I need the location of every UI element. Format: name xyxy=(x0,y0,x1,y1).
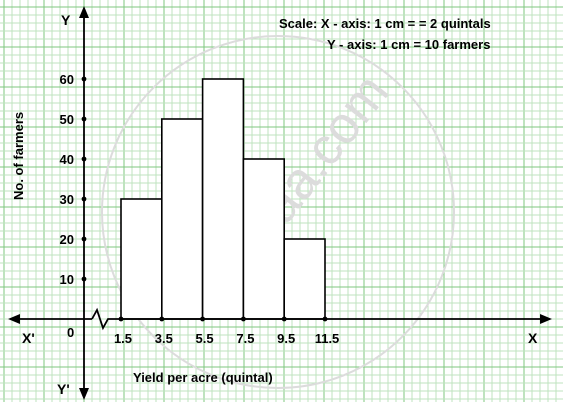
x-axis-arrow-right xyxy=(540,314,552,324)
ticks: 10 20 30 40 50 60 1.5 3.5 5.5 7.5 9.5 11.5 xyxy=(60,72,340,346)
y-tick-label: 10 xyxy=(60,272,74,287)
y-tick-label: 50 xyxy=(60,112,74,127)
x-tick-label: 1.5 xyxy=(114,331,132,346)
origin-label: 0 xyxy=(67,325,74,340)
x-axis-label-negative: X' xyxy=(22,330,35,346)
y-axis-title: No. of farmers xyxy=(11,112,26,200)
histogram-bar xyxy=(283,238,326,320)
histogram-bar xyxy=(161,118,204,320)
axes xyxy=(8,6,552,400)
x-tick-label: 3.5 xyxy=(155,331,173,346)
bars xyxy=(120,78,326,320)
y-tick-dot xyxy=(81,276,87,282)
y-tick-label: 20 xyxy=(60,232,74,247)
axis-kink xyxy=(91,307,110,331)
x-tick-dot xyxy=(118,316,124,322)
y-axis-arrow-down xyxy=(79,388,89,400)
y-tick-label: 30 xyxy=(60,192,74,207)
histogram-bar xyxy=(120,198,163,320)
x-tick-label: 7.5 xyxy=(236,331,254,346)
y-axis-arrow-up xyxy=(79,6,89,18)
histogram-bar xyxy=(201,78,245,320)
histogram-bar xyxy=(242,158,285,320)
y-tick-dot xyxy=(81,236,87,242)
x-axis-label-positive: X xyxy=(528,330,538,346)
x-tick-label: 9.5 xyxy=(277,331,295,346)
scale-note-y: Y - axis: 1 cm = 10 farmers xyxy=(327,37,490,52)
y-tick-dot xyxy=(81,156,87,162)
x-tick-label: 5.5 xyxy=(196,331,214,346)
x-tick-dot xyxy=(159,316,165,322)
y-axis-label-positive: Y xyxy=(61,12,71,28)
scale-note-x: Scale: X - axis: 1 cm = = 2 quintals xyxy=(279,16,491,31)
x-tick-dot xyxy=(281,316,287,322)
y-tick-label: 40 xyxy=(60,152,74,167)
x-axis-title: Yield per acre (quintal) xyxy=(133,370,273,385)
x-tick-dot xyxy=(322,316,328,322)
y-tick-label: 60 xyxy=(60,72,74,87)
watermark-circle xyxy=(101,35,455,389)
y-tick-dot xyxy=(81,196,87,202)
x-tick-label: 11.5 xyxy=(315,331,340,346)
x-tick-dot xyxy=(200,316,206,322)
y-axis-label-negative: Y' xyxy=(57,381,70,397)
x-axis-arrow-left xyxy=(8,314,20,324)
labels: Scale: X - axis: 1 cm = = 2 quintals Y -… xyxy=(11,12,538,397)
y-tick-dot xyxy=(81,76,87,82)
y-tick-dot xyxy=(81,116,87,122)
x-tick-dot xyxy=(241,316,246,322)
